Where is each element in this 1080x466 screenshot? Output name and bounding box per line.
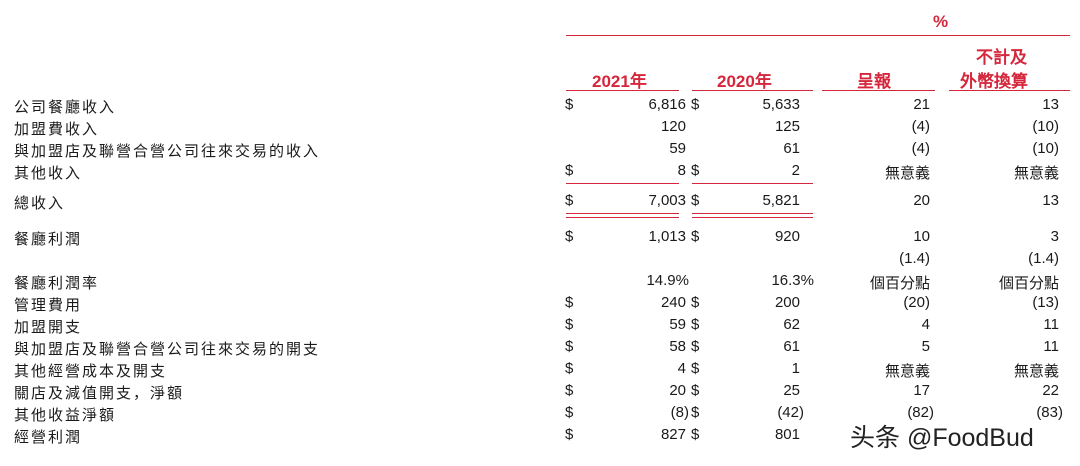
col-header-exfx-line1: 不計及 [976,48,1027,67]
subtotal-rule-2021 [566,183,679,184]
header-underline-reported [822,90,935,91]
total-double-rule-2021-b [566,217,679,218]
percent-header-rule [566,35,1070,36]
subtotal-rule-2020 [692,183,813,184]
percent-header: % [933,12,949,31]
table-row: 經營利潤 $ 827 $ 801 [14,426,800,446]
table-row: 餐廳利潤率 14.9% 16.3% 個百分點 個百分點 [14,272,1059,292]
table-row: (1.4) (1.4) [899,250,1059,267]
table-row: 其他經營成本及開支 $ 4 $ 1 無意義 無意義 [14,360,1059,380]
table-row: 餐廳利潤 $ 1,013 $ 920 10 3 [14,228,1059,248]
header-underline-exfx [949,90,1070,91]
header-underline-2020 [692,90,813,91]
table-row: 其他收入 $ 8 $ 2 無意義 無意義 [14,162,1059,182]
table-row: 加盟開支 $ 59 $ 62 4 11 [14,316,1059,336]
table-row: 公司餐廳收入 $ 6,816 $ 5,633 21 13 [14,96,1059,116]
header-underline-2021 [566,90,679,91]
table-row: 加盟費收入 120 125 (4) (10) [14,118,1059,138]
watermark: 头条 @FoodBud [850,424,1034,452]
col-header-2021: 2021年 [592,72,647,91]
col-header-reported: 呈報 [857,72,891,91]
col-header-exfx-line2: 外幣換算 [960,72,1028,91]
table-row: 其他收益淨額 $ (8) $ (42) (82) (83) [14,404,1063,424]
table-row-total: 總收入 $ 7,003 $ 5,821 20 13 [14,192,1059,212]
table-row: 與加盟店及聯營合營公司往來交易的開支 $ 58 $ 61 5 11 [14,338,1059,358]
table-row: 關店及減值開支，淨額 $ 20 $ 25 17 22 [14,382,1059,402]
col-header-2020: 2020年 [717,72,772,91]
total-double-rule-2020-b [692,217,813,218]
table-row: 與加盟店及聯營合營公司往來交易的收入 59 61 (4) (10) [14,140,1059,160]
total-double-rule-2020-a [692,213,813,214]
table-row: 管理費用 $ 240 $ 200 (20) (13) [14,294,1059,314]
total-double-rule-2021-a [566,213,679,214]
